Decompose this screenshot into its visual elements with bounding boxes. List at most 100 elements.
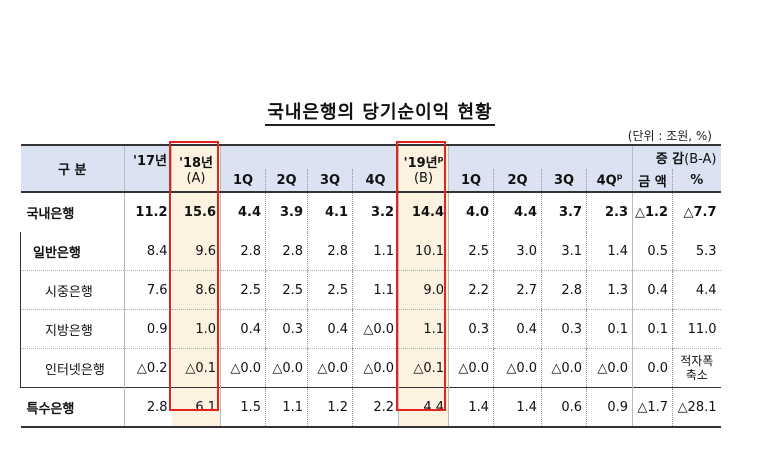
header-2018-q4: 4Q bbox=[352, 169, 399, 192]
header-2018-quarters-band bbox=[220, 144, 399, 169]
header-change-pct: % bbox=[671, 169, 721, 192]
cell: 4.4 bbox=[398, 387, 449, 428]
cell: 14.4 bbox=[398, 191, 449, 232]
cell: 1.5 bbox=[220, 387, 266, 428]
table-row: 지방은행 0.9 1.0 0.4 0.3 0.4 △0.0 1.1 0.3 0.… bbox=[20, 309, 721, 349]
cell: 4.1 bbox=[307, 191, 353, 232]
cell: 2.8 bbox=[307, 232, 353, 271]
table-row: 특수은행 2.8 6.1 1.5 1.1 1.2 2.2 4.4 1.4 1.4… bbox=[20, 387, 721, 428]
cell: △1.7 bbox=[632, 387, 673, 428]
cell: △0.0 bbox=[352, 309, 399, 349]
cell: 3.0 bbox=[493, 232, 542, 271]
cell: 1.1 bbox=[398, 309, 449, 349]
cell: 9.0 bbox=[398, 270, 449, 310]
cell: 3.9 bbox=[265, 191, 308, 232]
cell: 1.4 bbox=[448, 387, 494, 428]
cell: 0.1 bbox=[632, 309, 673, 349]
cell: 3.2 bbox=[352, 191, 399, 232]
header-change-amount: 금 액 bbox=[632, 169, 673, 192]
header-2018-q3: 3Q bbox=[307, 169, 353, 192]
cell: 4.4 bbox=[220, 191, 266, 232]
cell: △0.0 bbox=[493, 348, 542, 388]
cell: 9.6 bbox=[171, 232, 221, 271]
header-2019-q4: 4Qp bbox=[586, 169, 633, 192]
row-label: 특수은행 bbox=[20, 387, 125, 428]
cell: 2.5 bbox=[265, 270, 308, 310]
cell: 0.3 bbox=[541, 309, 587, 349]
cell: △0.0 bbox=[265, 348, 308, 388]
cell: 1.4 bbox=[493, 387, 542, 428]
cell: 8.6 bbox=[171, 270, 221, 310]
cell: 0.4 bbox=[220, 309, 266, 349]
header-2019-q3: 3Q bbox=[541, 169, 587, 192]
cell: 2.7 bbox=[493, 270, 542, 310]
cell: 0.5 bbox=[632, 232, 673, 271]
cell: 2.5 bbox=[307, 270, 353, 310]
cell: △0.0 bbox=[586, 348, 633, 388]
cell: 10.1 bbox=[398, 232, 449, 271]
cell: 1.2 bbox=[307, 387, 353, 428]
header-2018-q1: 1Q bbox=[220, 169, 266, 192]
cell: 1.1 bbox=[352, 232, 399, 271]
cell: 0.4 bbox=[632, 270, 673, 310]
row-label: 인터넷은행 bbox=[20, 348, 125, 388]
cell: 4.4 bbox=[671, 270, 721, 310]
cell: 0.9 bbox=[124, 309, 172, 349]
cell: 2.3 bbox=[586, 191, 633, 232]
cell: 3.1 bbox=[541, 232, 587, 271]
cell: 4.4 bbox=[493, 191, 542, 232]
header-2018: '18년 (A) bbox=[171, 144, 221, 192]
header-2018-label: '18년 bbox=[178, 155, 214, 171]
unit-note: (단위 : 조원, %) bbox=[627, 129, 712, 143]
header-2019: '19년p (B) bbox=[398, 144, 449, 192]
header-2017: '17년 bbox=[124, 144, 172, 192]
cell: 8.4 bbox=[124, 232, 172, 271]
header-2019-q2: 2Q bbox=[493, 169, 542, 192]
cell: 5.3 bbox=[671, 232, 721, 271]
cell: △1.2 bbox=[632, 191, 673, 232]
cell-note: 적자폭 축소 bbox=[671, 348, 721, 388]
header-2019-label: '19년 bbox=[403, 155, 438, 171]
header-change: 증 감(B-A) bbox=[631, 144, 721, 169]
header-2019-q1: 1Q bbox=[448, 169, 494, 192]
table-row: 시중은행 7.6 8.6 2.5 2.5 2.5 1.1 9.0 2.2 2.7… bbox=[20, 270, 721, 310]
header-2018-sub: (A) bbox=[186, 170, 206, 186]
cell: 0.9 bbox=[586, 387, 633, 428]
cell: △0.0 bbox=[220, 348, 266, 388]
net-income-table: 구 분 '17년 '18년 (A) '19년p (B) 증 감(B-A) 1Q … bbox=[20, 144, 721, 428]
cell: △7.7 bbox=[671, 191, 721, 232]
cell: 2.2 bbox=[448, 270, 494, 310]
cell: 1.3 bbox=[586, 270, 633, 310]
header-2019-quarters-band bbox=[448, 144, 633, 169]
header-2019-sup: p bbox=[437, 154, 444, 164]
table-row: 인터넷은행 △0.2 △0.1 △0.0 △0.0 △0.0 △0.0 △0.1… bbox=[20, 348, 721, 388]
cell: △0.0 bbox=[448, 348, 494, 388]
cell: 1.0 bbox=[171, 309, 221, 349]
header-2018-q2: 2Q bbox=[265, 169, 308, 192]
cell: 7.6 bbox=[124, 270, 172, 310]
table-row: 국내은행 11.2 15.6 4.4 3.9 4.1 3.2 14.4 4.0 … bbox=[20, 191, 721, 232]
table-row: 일반은행 8.4 9.6 2.8 2.8 2.8 1.1 10.1 2.5 3.… bbox=[20, 232, 721, 271]
cell: 0.3 bbox=[265, 309, 308, 349]
cell: △0.1 bbox=[171, 348, 221, 388]
header-2019-sub: (B) bbox=[413, 170, 434, 186]
cell: 2.8 bbox=[124, 387, 172, 428]
cell: 2.8 bbox=[541, 270, 587, 310]
cell: 2.5 bbox=[448, 232, 494, 271]
table-title: 국내은행의 당기순이익 현황 bbox=[0, 98, 760, 126]
cell: 6.1 bbox=[171, 387, 221, 428]
row-label: 지방은행 bbox=[20, 309, 125, 349]
cell: 15.6 bbox=[171, 191, 221, 232]
row-label: 시중은행 bbox=[20, 270, 125, 310]
row-label: 일반은행 bbox=[20, 232, 125, 271]
cell: 0.4 bbox=[493, 309, 542, 349]
cell: 0.1 bbox=[586, 309, 633, 349]
cell: △0.2 bbox=[124, 348, 172, 388]
cell: △0.0 bbox=[352, 348, 399, 388]
cell: 0.0 bbox=[632, 348, 673, 388]
cell: 0.4 bbox=[307, 309, 353, 349]
cell: 4.0 bbox=[448, 191, 494, 232]
cell: 1.1 bbox=[352, 270, 399, 310]
cell: △0.0 bbox=[541, 348, 587, 388]
cell: 1.1 bbox=[265, 387, 308, 428]
